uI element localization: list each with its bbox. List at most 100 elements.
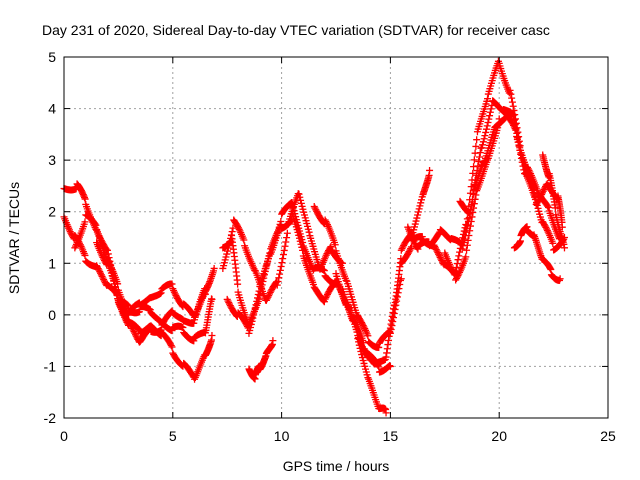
data-point	[549, 239, 557, 247]
data-point	[472, 142, 480, 150]
data-point	[409, 236, 417, 244]
data-point	[255, 287, 263, 295]
data-point	[475, 157, 483, 165]
data-point	[375, 363, 383, 371]
data-point	[127, 321, 135, 329]
data-point	[128, 324, 136, 332]
data-point	[297, 196, 305, 204]
data-point	[264, 293, 272, 301]
data-point	[323, 292, 331, 300]
data-point	[406, 246, 414, 254]
data-point	[246, 326, 254, 334]
series-track	[93, 239, 218, 346]
data-point	[208, 331, 216, 339]
data-point	[313, 207, 321, 215]
data-point	[131, 329, 139, 337]
data-point	[125, 302, 133, 310]
data-point	[251, 304, 259, 312]
data-point	[97, 269, 105, 277]
data-point	[468, 201, 476, 209]
data-point	[512, 125, 520, 133]
data-point	[382, 409, 390, 417]
data-point	[283, 229, 291, 237]
data-point	[483, 122, 491, 130]
data-point	[350, 316, 358, 324]
data-point	[240, 236, 248, 244]
data-point	[472, 171, 480, 179]
data-point	[276, 266, 284, 274]
data-point	[473, 136, 481, 144]
data-point	[407, 245, 415, 253]
data-point	[537, 192, 545, 200]
data-point	[65, 226, 73, 234]
data-point	[312, 206, 320, 214]
data-point	[97, 235, 105, 243]
data-point	[508, 110, 516, 118]
data-point	[509, 102, 517, 110]
data-point	[539, 187, 547, 195]
data-point	[296, 237, 304, 245]
data-point	[540, 186, 548, 194]
data-point	[414, 208, 422, 216]
data-point	[433, 247, 441, 255]
data-point	[322, 294, 330, 302]
data-point	[263, 295, 271, 303]
data-point	[305, 228, 313, 236]
data-point	[254, 291, 262, 299]
data-point	[114, 292, 122, 300]
data-point	[135, 308, 143, 316]
data-point	[459, 230, 467, 238]
data-point	[171, 290, 179, 298]
data-point	[278, 259, 286, 267]
data-point	[135, 325, 143, 333]
data-point	[470, 163, 478, 171]
y-tick-label: 4	[48, 101, 56, 117]
chart-title: Day 231 of 2020, Sidereal Day-to-day VTE…	[42, 22, 550, 38]
data-point	[279, 255, 287, 263]
data-point	[96, 233, 104, 241]
data-point	[464, 236, 472, 244]
series-track	[219, 198, 351, 329]
data-point	[320, 267, 328, 275]
data-point	[456, 244, 464, 252]
data-point	[412, 217, 420, 225]
data-point	[470, 186, 478, 194]
data-point	[484, 95, 492, 103]
data-point	[556, 275, 564, 283]
data-point	[234, 224, 242, 232]
x-tick-label: 25	[600, 428, 616, 444]
data-point	[98, 272, 106, 280]
data-point	[517, 154, 525, 162]
data-point	[414, 245, 422, 253]
data-point	[167, 342, 175, 350]
data-point	[456, 248, 464, 256]
data-point	[269, 337, 277, 345]
data-point	[311, 204, 319, 212]
data-point	[117, 304, 125, 312]
data-point	[316, 265, 324, 273]
data-point	[451, 271, 459, 279]
data-point	[331, 241, 339, 249]
data-point	[508, 94, 516, 102]
data-point	[476, 149, 484, 157]
data-point	[364, 332, 372, 340]
data-point	[516, 146, 524, 154]
data-point	[418, 233, 426, 241]
data-point	[130, 328, 138, 336]
data-point	[435, 250, 443, 258]
data-point	[157, 326, 165, 334]
y-axis-label: SDTVAR / TECUs	[6, 182, 22, 294]
plot-frame	[63, 56, 609, 419]
data-point	[299, 246, 307, 254]
data-point	[228, 228, 236, 236]
data-point	[226, 238, 234, 246]
data-point	[521, 169, 529, 177]
y-tick-label: 2	[48, 204, 56, 220]
data-point	[446, 262, 454, 270]
data-point	[360, 346, 368, 354]
data-point	[104, 246, 112, 254]
data-point	[386, 362, 394, 370]
data-point	[473, 167, 481, 175]
data-point	[358, 320, 366, 328]
data-point	[295, 190, 303, 198]
